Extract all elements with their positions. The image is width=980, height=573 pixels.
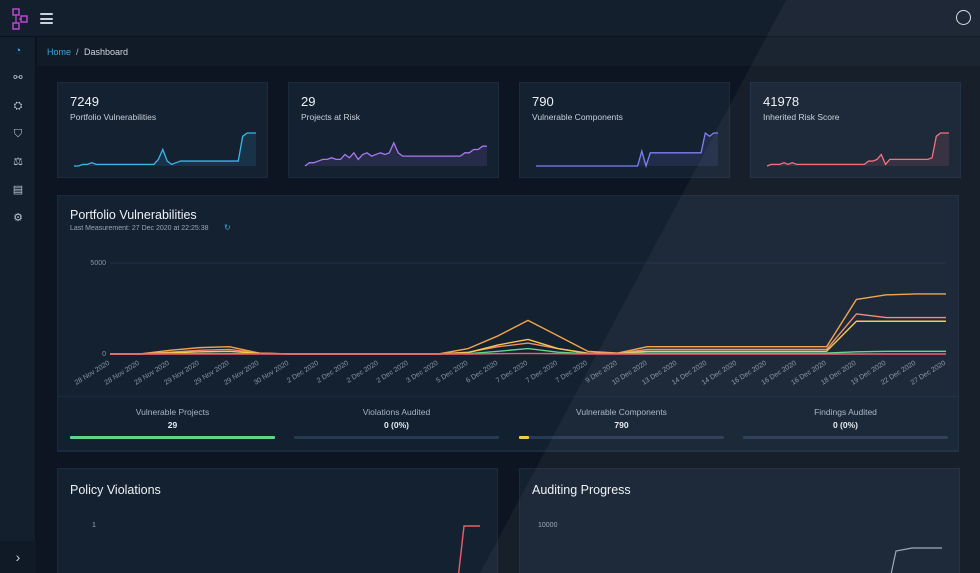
stats-row: Vulnerable Projects 29 Violations Audite… xyxy=(57,396,959,451)
stat-vulnerable-components: Vulnerable Components 790 xyxy=(519,397,724,452)
policy-scale-icon[interactable]: ⚖ xyxy=(13,156,23,168)
policy-violations-panel: Policy Violations 1 xyxy=(57,468,498,573)
refresh-icon[interactable]: ↻ xyxy=(224,223,231,232)
user-account-icon[interactable] xyxy=(956,10,971,25)
metric-value: 29 xyxy=(301,94,316,109)
panel-title: Policy Violations xyxy=(70,483,161,497)
list-icon[interactable]: ▤ xyxy=(12,184,24,196)
last-measurement: Last Measurement: 27 Dec 2020 at 22:25:3… xyxy=(70,225,209,232)
metric-label: Projects at Risk xyxy=(301,112,361,122)
sparkline-area xyxy=(74,133,256,166)
stat-label: Vulnerable Components xyxy=(576,407,667,417)
dashboard-icon[interactable]: ◔ xyxy=(14,45,22,57)
sparkline xyxy=(304,141,487,167)
stat-progress xyxy=(743,436,948,439)
breadcrumb-separator: / xyxy=(76,47,79,57)
metric-card-inherited-risk-score: 41978 Inherited Risk Score xyxy=(750,82,961,178)
shield-icon[interactable]: ⛉ xyxy=(13,128,23,140)
series-line xyxy=(110,352,946,355)
sparkline-line xyxy=(74,132,256,167)
x-tick-label: 2 Dec 2020 xyxy=(376,360,410,385)
top-bar xyxy=(0,0,980,37)
stat-progress-fill xyxy=(519,436,530,439)
auditing-series-line xyxy=(890,547,942,573)
metric-value: 7249 xyxy=(70,94,99,109)
metric-value: 41978 xyxy=(763,94,800,109)
stat-label: Findings Audited xyxy=(814,407,877,417)
stat-label: Vulnerable Projects xyxy=(135,407,210,417)
sparkline-area xyxy=(767,133,949,166)
stat-value: 0 (0%) xyxy=(383,420,410,430)
stat-violations-audited: Violations Audited 0 (0%) xyxy=(294,397,499,452)
y-tick-label: 0 xyxy=(102,351,106,358)
menu-toggle-icon[interactable] xyxy=(40,13,53,24)
projects-icon[interactable]: ⚯ xyxy=(13,72,23,84)
sparkline-area xyxy=(305,142,487,166)
metric-card-projects-at-risk: 29 Projects at Risk xyxy=(288,82,499,178)
x-tick-label: 7 Dec 2020 xyxy=(555,360,589,385)
panel-title: Auditing Progress xyxy=(532,483,631,497)
breadcrumb-current: Dashboard xyxy=(84,47,129,57)
policy-violations-chart xyxy=(457,525,480,573)
y-tick-label: 5000 xyxy=(90,260,106,267)
stat-value: 0 (0%) xyxy=(832,420,859,430)
series-line xyxy=(110,313,946,355)
x-tick-label: 7 Dec 2020 xyxy=(525,360,559,385)
stat-progress xyxy=(519,436,724,439)
auditing-progress-chart xyxy=(890,547,942,573)
stat-findings-audited: Findings Audited 0 (0%) xyxy=(743,397,948,452)
sparkline-area xyxy=(536,133,718,166)
metric-card-vulnerable-components: 790 Vulnerable Components xyxy=(519,82,730,178)
sparkline-line xyxy=(536,131,718,169)
admin-gears-icon[interactable]: ⚙ xyxy=(13,212,23,224)
sparkline xyxy=(74,132,256,167)
series-line xyxy=(110,320,946,355)
stat-label: Violations Audited xyxy=(362,407,431,417)
x-tick-label: 2 Dec 2020 xyxy=(316,360,350,385)
components-icon[interactable]: ⛭ xyxy=(13,100,23,112)
sparkline xyxy=(766,132,949,167)
x-tick-label: 5 Dec 2020 xyxy=(435,360,469,385)
sidebar: ◔ ⚯ ⛭ ⛉ ⚖ ▤ ⚙ › xyxy=(0,37,36,573)
sparkline xyxy=(536,131,718,169)
metric-label: Vulnerable Components xyxy=(532,112,623,122)
auditing-progress-panel: Auditing Progress 10000 xyxy=(519,468,960,573)
stat-value: 29 xyxy=(167,420,178,430)
stat-value: 790 xyxy=(614,420,629,430)
y-tick-label: 1 xyxy=(92,522,96,529)
series-line xyxy=(110,293,946,355)
sparkline-line xyxy=(766,132,949,167)
app-logo[interactable] xyxy=(12,8,30,30)
stat-progress xyxy=(70,436,275,439)
breadcrumb: Home / Dashboard xyxy=(37,37,980,66)
y-tick-label: 10000 xyxy=(538,522,558,529)
metric-card-portfolio-vulnerabilities: 7249 Portfolio Vulnerabilities xyxy=(57,82,268,178)
x-tick-label: 2 Dec 2020 xyxy=(346,360,380,385)
metric-label: Portfolio Vulnerabilities xyxy=(70,112,157,122)
policy-series-line xyxy=(457,525,480,573)
stat-vulnerable-projects: Vulnerable Projects 29 xyxy=(70,397,275,452)
metric-label: Inherited Risk Score xyxy=(763,112,840,122)
metric-value: 790 xyxy=(532,94,554,109)
expand-sidebar-icon[interactable]: › xyxy=(0,541,36,573)
x-tick-label: 2 Dec 2020 xyxy=(286,360,320,385)
breadcrumb-home-link[interactable]: Home xyxy=(47,47,72,57)
stat-progress-fill xyxy=(70,436,275,439)
stat-progress xyxy=(294,436,499,439)
x-tick-label: 3 Dec 2020 xyxy=(405,360,439,385)
x-tick-label: 7 Dec 2020 xyxy=(495,360,529,385)
x-tick-label: 6 Dec 2020 xyxy=(465,360,499,385)
panel-title: Portfolio Vulnerabilities xyxy=(70,208,197,222)
sparkline-line xyxy=(304,141,487,167)
